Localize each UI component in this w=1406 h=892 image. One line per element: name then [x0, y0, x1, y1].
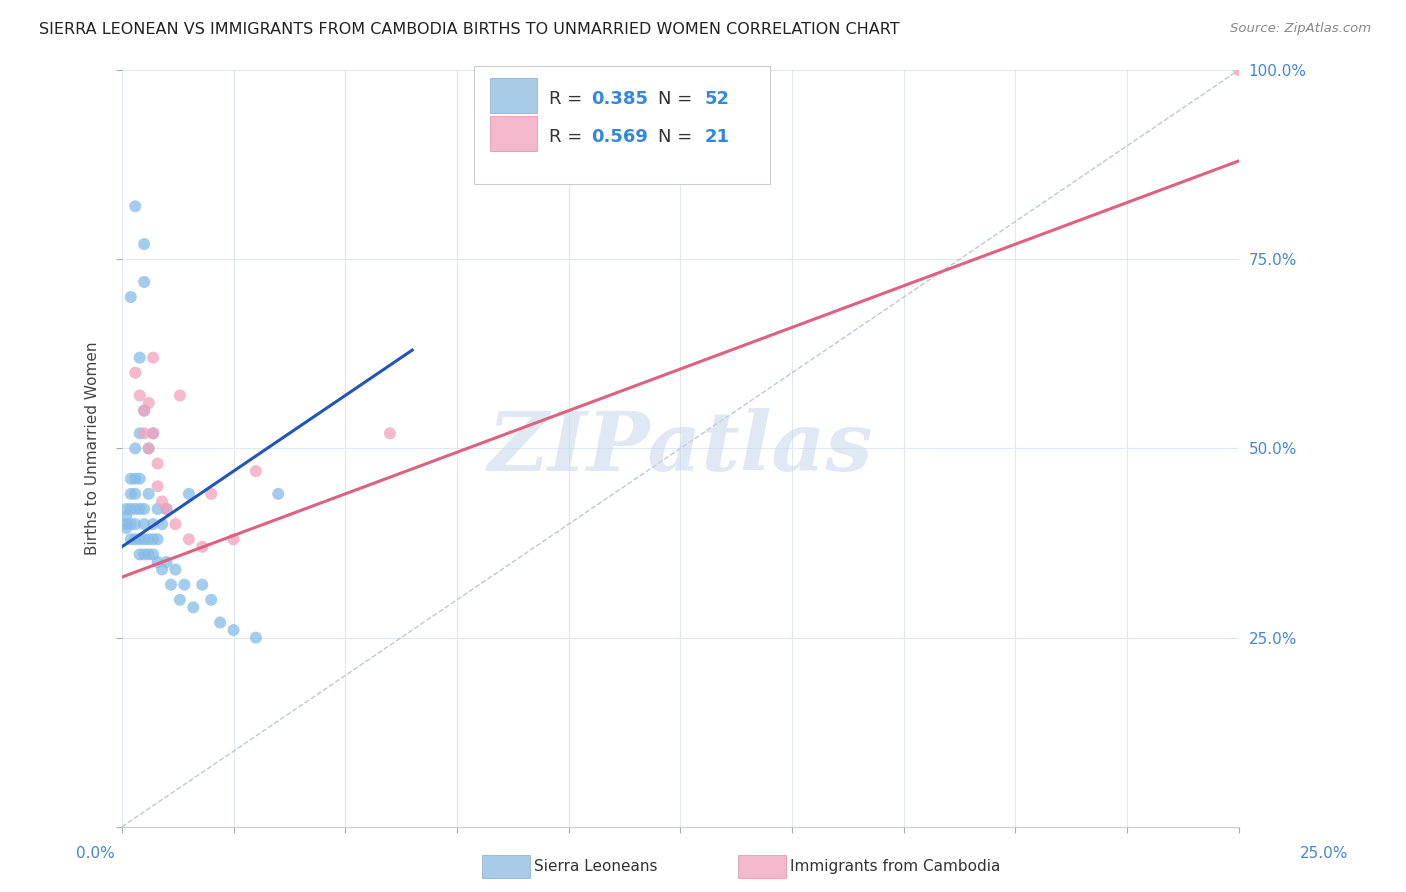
Point: [124, 442, 146, 456]
Point: [134, 533, 156, 547]
Point: [142, 548, 165, 562]
Text: Immigrants from Cambodia: Immigrants from Cambodia: [790, 859, 1001, 873]
Point: [191, 577, 214, 591]
Point: [134, 548, 156, 562]
Point: [177, 487, 200, 501]
Point: [120, 290, 142, 304]
Text: ZIPatlas: ZIPatlas: [488, 409, 873, 489]
Point: [142, 351, 165, 365]
Point: [124, 472, 146, 486]
Text: 0.569: 0.569: [591, 128, 648, 145]
Point: [115, 509, 138, 524]
Point: [146, 555, 169, 569]
Point: [1227, 63, 1250, 78]
Point: [115, 517, 138, 532]
Point: [150, 517, 173, 532]
Point: [181, 600, 204, 615]
Text: N =: N =: [658, 128, 697, 145]
Point: [124, 199, 146, 213]
Text: SIERRA LEONEAN VS IMMIGRANTS FROM CAMBODIA BIRTHS TO UNMARRIED WOMEN CORRELATION: SIERRA LEONEAN VS IMMIGRANTS FROM CAMBOD…: [39, 22, 900, 37]
Point: [146, 479, 169, 493]
Point: [160, 577, 183, 591]
Point: [155, 502, 177, 516]
Point: [120, 533, 142, 547]
Point: [134, 403, 156, 417]
Point: [155, 502, 177, 516]
Point: [200, 487, 222, 501]
Point: [142, 517, 165, 532]
Point: [146, 533, 169, 547]
Text: 0.0%: 0.0%: [76, 847, 115, 861]
Point: [142, 426, 165, 441]
Point: [267, 487, 290, 501]
Point: [169, 388, 191, 402]
Point: [128, 388, 150, 402]
Point: [124, 502, 146, 516]
Point: [138, 548, 160, 562]
FancyBboxPatch shape: [491, 78, 537, 113]
Y-axis label: Births to Unmarried Women: Births to Unmarried Women: [86, 342, 100, 555]
Point: [124, 487, 146, 501]
Text: N =: N =: [658, 90, 697, 108]
Text: 0.385: 0.385: [591, 90, 648, 108]
Point: [124, 517, 146, 532]
FancyBboxPatch shape: [491, 116, 537, 151]
Point: [120, 487, 142, 501]
Point: [222, 533, 245, 547]
Text: R =: R =: [548, 90, 588, 108]
Point: [138, 442, 160, 456]
Point: [128, 426, 150, 441]
Point: [134, 403, 156, 417]
Point: [142, 533, 165, 547]
Text: 25.0%: 25.0%: [1301, 847, 1348, 861]
Point: [120, 502, 142, 516]
Text: 21: 21: [704, 128, 730, 145]
Point: [155, 555, 177, 569]
Point: [134, 275, 156, 289]
Point: [120, 517, 142, 532]
Point: [138, 442, 160, 456]
Text: R =: R =: [548, 128, 588, 145]
Point: [245, 464, 267, 478]
Point: [150, 562, 173, 576]
Point: [378, 426, 401, 441]
Point: [138, 396, 160, 410]
Point: [124, 366, 146, 380]
Point: [209, 615, 232, 630]
Point: [120, 472, 142, 486]
Point: [128, 472, 150, 486]
Point: [146, 457, 169, 471]
Point: [200, 592, 222, 607]
Text: Source: ZipAtlas.com: Source: ZipAtlas.com: [1230, 22, 1371, 36]
Point: [165, 517, 187, 532]
Point: [134, 502, 156, 516]
Point: [177, 533, 200, 547]
Point: [245, 631, 267, 645]
Point: [138, 487, 160, 501]
Point: [150, 494, 173, 508]
Point: [128, 502, 150, 516]
Point: [191, 540, 214, 554]
Point: [128, 533, 150, 547]
Point: [134, 237, 156, 252]
Point: [134, 517, 156, 532]
Point: [134, 426, 156, 441]
Point: [165, 562, 187, 576]
FancyBboxPatch shape: [474, 66, 769, 184]
Point: [115, 502, 138, 516]
Point: [124, 533, 146, 547]
Point: [128, 548, 150, 562]
Text: 52: 52: [704, 90, 730, 108]
Point: [142, 426, 165, 441]
Point: [128, 351, 150, 365]
Point: [173, 577, 195, 591]
Point: [169, 592, 191, 607]
Point: [146, 502, 169, 516]
Point: [222, 623, 245, 637]
Text: Sierra Leoneans: Sierra Leoneans: [534, 859, 658, 873]
Point: [115, 521, 138, 535]
Point: [138, 533, 160, 547]
